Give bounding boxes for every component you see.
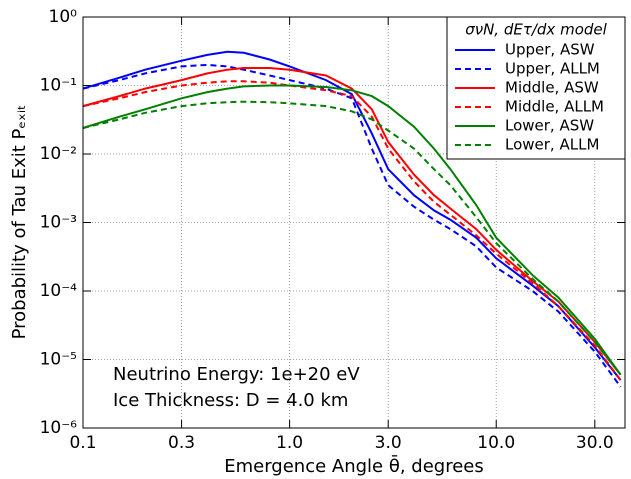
legend-box [446,16,626,160]
x-tick-label: 30.0 [576,433,614,453]
y-tick-label: 10⁻¹ [40,76,77,96]
x-tick-label: 3.0 [375,433,402,453]
legend-label: Lower, ALLM [505,136,599,154]
x-axis-label: Emergence Angle θ̄, degrees [224,455,484,477]
x-tick-label: 0.3 [168,433,195,453]
y-tick-label: 10⁻⁴ [40,281,78,301]
legend-label: Middle, ALLM [505,98,604,116]
series-line [82,100,622,376]
x-tick-label: 10.0 [477,433,515,453]
series-line [82,84,622,376]
y-axis-label: Probability of Tau Exit Pₑₓᵢₜ [9,105,30,340]
legend-label: Upper, ALLM [505,60,600,78]
series-line [82,63,622,388]
y-tick-label: 10⁻⁶ [40,418,78,438]
x-tick-label: 0.1 [69,433,96,453]
x-tick-label: 1.0 [276,433,303,453]
legend-title: σνN, dEτ/dx model [465,21,607,39]
legend-label: Middle, ASW [505,79,599,97]
legend-label: Upper, ASW [505,41,595,59]
annotation: Neutrino Energy: 1e+20 eV [113,364,360,385]
series-line [82,80,622,381]
y-tick-label: 10⁻⁵ [40,350,77,370]
annotation: Ice Thickness: D = 4.0 km [113,390,348,411]
series-line [82,50,622,381]
series-line [82,67,622,376]
plot-frame [82,16,626,429]
y-tick-label: 10⁻² [40,144,77,164]
legend-label: Lower, ASW [505,117,594,135]
y-tick-label: 10⁻³ [40,213,77,233]
y-tick-label: 10⁰ [49,7,78,27]
